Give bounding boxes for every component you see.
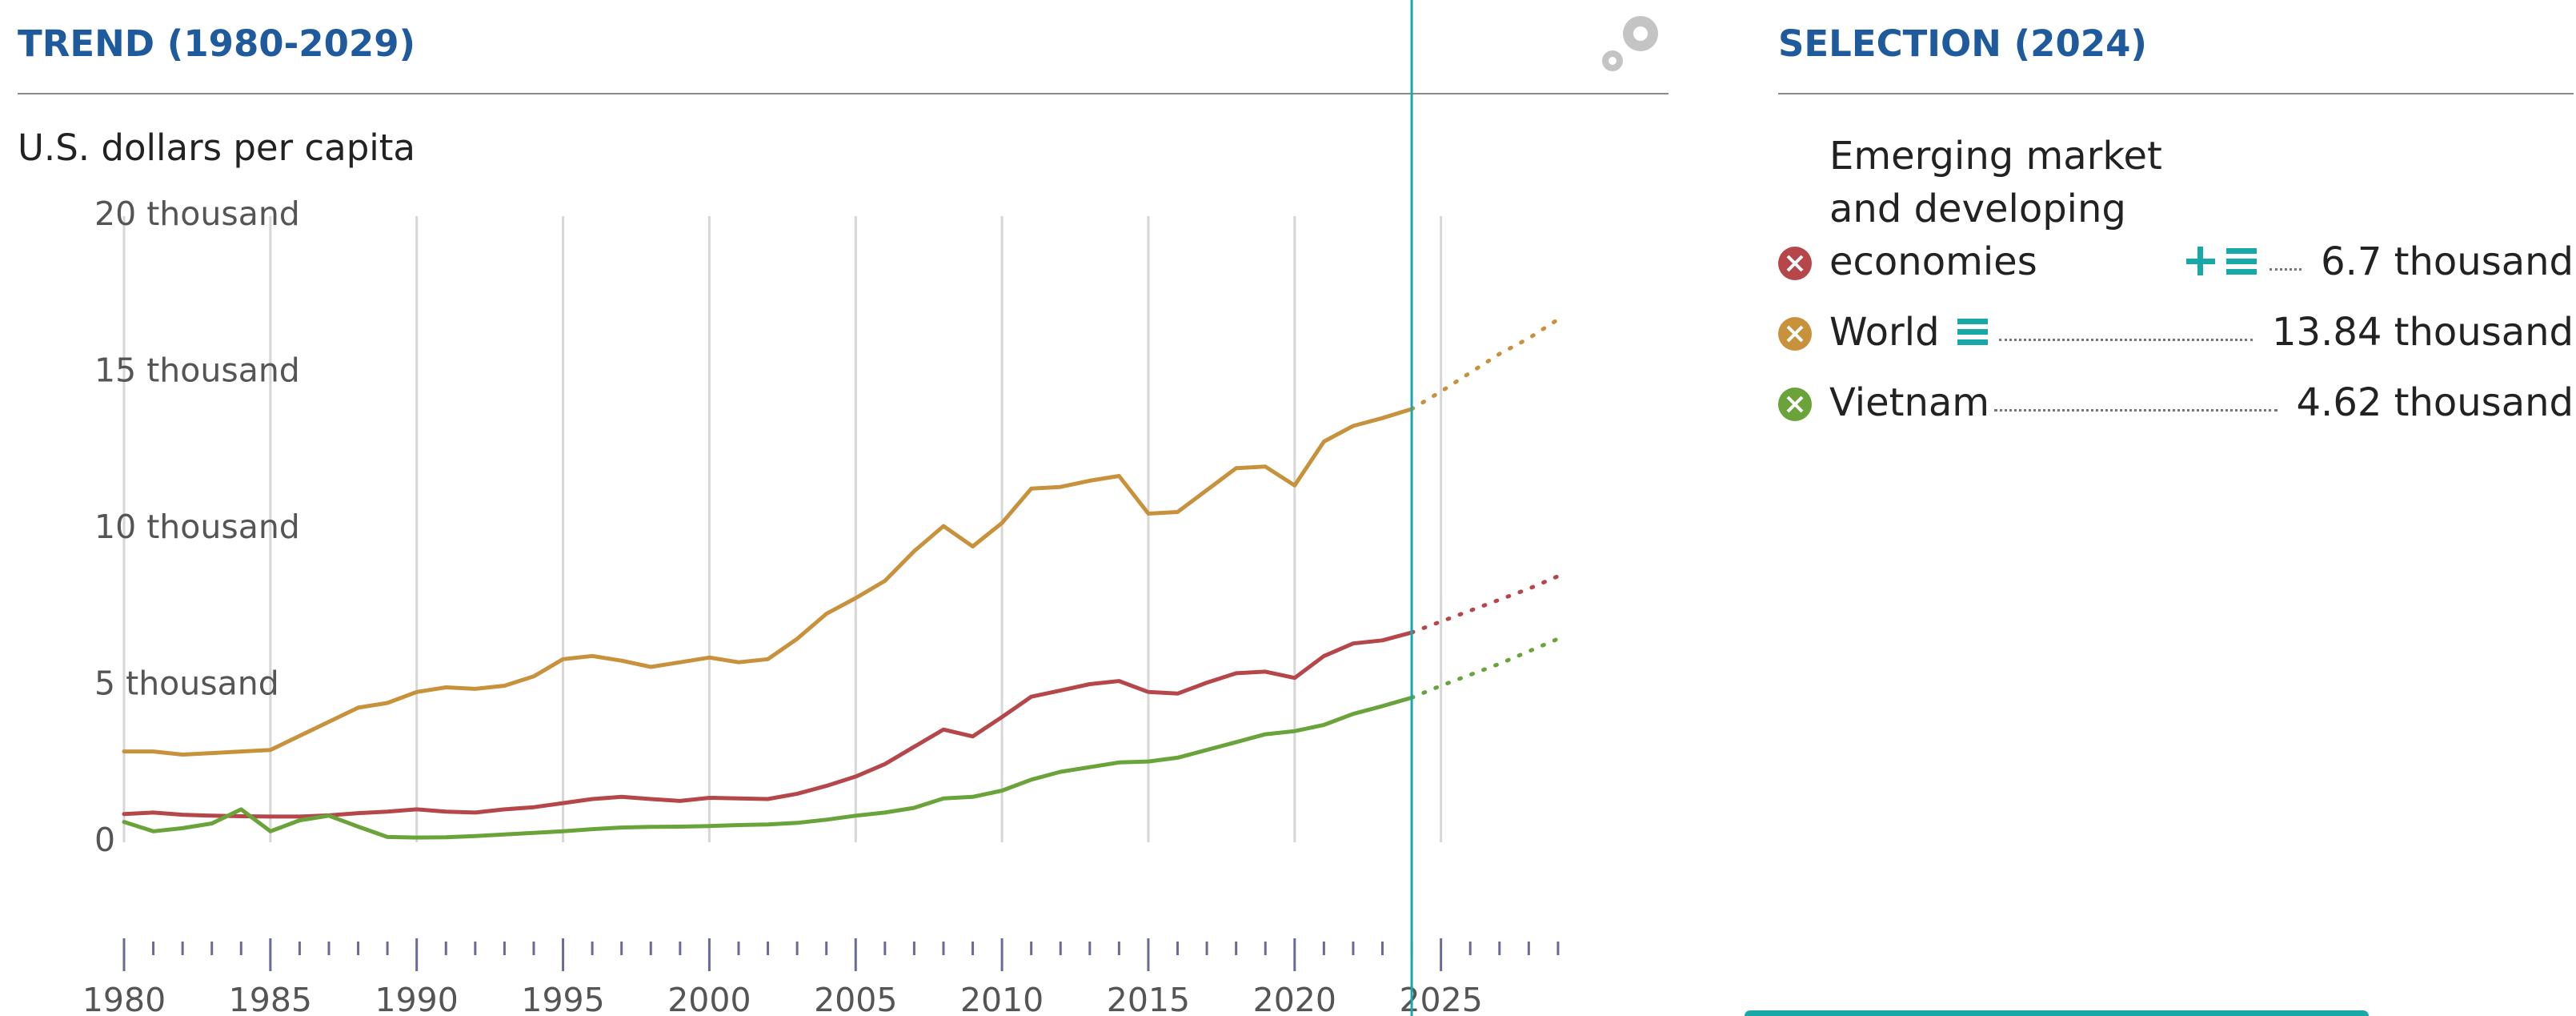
leader — [1998, 339, 2253, 341]
divider — [18, 93, 1669, 94]
legend-label: Emerging market and developing economies — [1829, 134, 2162, 284]
y-axis-label: U.S. dollars per capita — [18, 126, 415, 169]
x-tick-label: 2000 — [667, 981, 751, 1016]
x-tick-label: 1985 — [229, 981, 312, 1016]
remove-marker[interactable] — [1778, 247, 1812, 280]
list-icon[interactable] — [2186, 245, 2260, 277]
leader — [1994, 409, 2278, 412]
settings-icon[interactable] — [1602, 16, 1658, 71]
x-tick-label: 2010 — [960, 981, 1044, 1016]
series-forecast-line — [1409, 637, 1560, 700]
button[interactable] — [1745, 1010, 2369, 1016]
remove-marker[interactable] — [1778, 388, 1812, 421]
legend-item[interactable]: Vietnam 4.62 thousand — [1778, 376, 2574, 429]
legend-value: 4.62 thousand — [2296, 380, 2574, 425]
series-forecast-line — [1409, 574, 1560, 635]
x-tick-label: 2015 — [1107, 981, 1190, 1016]
x-tick-label: 2005 — [814, 981, 897, 1016]
y-tick-label: 15 thousand — [94, 351, 300, 390]
divider — [1778, 93, 2574, 94]
series-line — [122, 407, 1414, 757]
series-forecast-line — [1409, 317, 1560, 412]
legend-item[interactable]: Emerging market and developing economies… — [1778, 130, 2574, 288]
x-tick-label: 1980 — [82, 981, 166, 1016]
legend-value: 13.84 thousand — [2271, 310, 2574, 355]
series-line — [122, 630, 1414, 819]
x-tick-label: 1990 — [375, 981, 459, 1016]
x-tick-label: 2020 — [1253, 981, 1336, 1016]
y-tick-label: 10 thousand — [94, 508, 300, 546]
y-tick-label: 20 thousand — [94, 195, 300, 233]
legend-item[interactable]: World 13.84 thousand — [1778, 306, 2574, 359]
legend-label: World — [1829, 310, 1940, 355]
legend: Emerging market and developing economies… — [1778, 130, 2574, 447]
x-tick-label: 2025 — [1399, 981, 1482, 1016]
x-tick-label: 1995 — [521, 981, 604, 1016]
legend-label: Vietnam — [1829, 380, 1990, 425]
chart-title: TREND (1980-2029) — [18, 22, 416, 65]
y-tick-label: 5 thousand — [94, 665, 279, 703]
chart: U.S. dollars per capita 1980 1985 1990 1995… — [18, 0, 1658, 1016]
series-line — [122, 695, 1414, 840]
leader — [2270, 268, 2302, 271]
legend-value: 6.7 thousand — [2321, 239, 2574, 284]
remove-marker[interactable] — [1778, 317, 1812, 351]
selection-title: SELECTION (2024) — [1778, 22, 2147, 65]
y-tick-label: 0 — [94, 821, 115, 859]
list-icon[interactable] — [1956, 315, 1989, 347]
